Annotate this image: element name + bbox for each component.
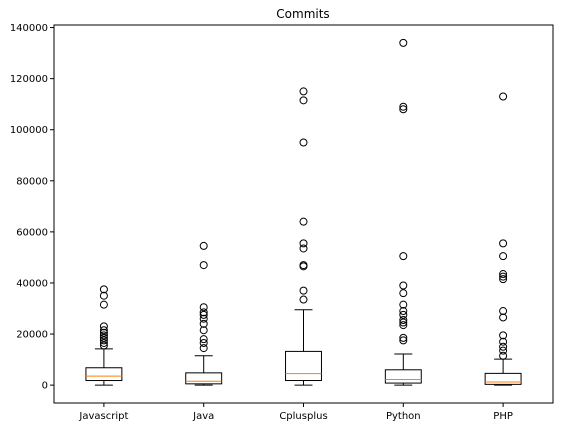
outlier-point [399, 310, 408, 319]
x-tick-label: Javascript [78, 411, 128, 422]
outlier-point [499, 92, 508, 101]
outlier-point [399, 252, 408, 261]
outlier-point [399, 315, 408, 324]
outlier-point [399, 333, 408, 342]
iqr-box [384, 369, 422, 384]
y-tick-label: 40000 [16, 278, 48, 289]
outlier-point [399, 105, 408, 114]
iqr-box [484, 372, 522, 385]
outlier-point [399, 38, 408, 47]
outlier-point [299, 87, 308, 96]
iqr-box [85, 367, 123, 382]
box-php [484, 92, 522, 386]
y-tick-label: 100000 [10, 125, 48, 136]
outlier-point [199, 344, 208, 353]
outlier-point [99, 341, 108, 350]
outlier-point [399, 289, 408, 298]
y-axis: 0 20000 40000 60000 80000 100000 120000 140000 [10, 23, 54, 392]
box-cplusplus [285, 87, 322, 386]
outlier-point [299, 244, 308, 253]
outlier-point [99, 291, 108, 300]
outlier-point [399, 321, 408, 330]
outlier-point [99, 322, 108, 331]
outlier-point [499, 275, 508, 284]
x-tick-label: PHP [493, 411, 513, 422]
outlier-point [299, 286, 308, 295]
outlier-point [499, 337, 508, 346]
box-javascript [85, 285, 123, 386]
outlier-point [499, 272, 508, 281]
x-tick-label: Python [386, 411, 421, 422]
outlier-point [199, 314, 208, 323]
outlier-point [499, 252, 508, 261]
y-tick-label: 60000 [16, 227, 48, 238]
outlier-point [299, 239, 308, 248]
outlier-point [399, 336, 408, 345]
x-tick-label: Cplusplus [279, 411, 327, 422]
y-tick-label: 20000 [16, 330, 48, 341]
outlier-point [99, 333, 108, 342]
y-tick-label: 120000 [10, 74, 48, 85]
outlier-point [399, 281, 408, 290]
x-tick-label: Java [192, 411, 214, 422]
outlier-point [99, 331, 108, 340]
box-series [85, 38, 522, 386]
outlier-point [399, 300, 408, 309]
outlier-point [499, 313, 508, 322]
outlier-point [499, 346, 508, 355]
outlier-point [299, 96, 308, 105]
outlier-point [199, 310, 208, 319]
box-python [384, 38, 422, 386]
outlier-point [199, 303, 208, 312]
box-java [185, 241, 223, 386]
outlier-point [199, 326, 208, 335]
outlier-point [99, 300, 108, 309]
y-tick-label: 80000 [16, 176, 48, 187]
iqr-box [285, 350, 322, 382]
outlier-point [199, 241, 208, 250]
outlier-point [499, 331, 508, 340]
x-axis: Javascript Java Cplusplus Python PHP [78, 403, 513, 422]
outlier-point [499, 270, 508, 279]
outlier-point [99, 285, 108, 294]
outlier-point [199, 338, 208, 347]
outlier-point [99, 336, 108, 345]
outlier-point [299, 217, 308, 226]
chart-title: Commits [276, 7, 329, 21]
outlier-point [399, 102, 408, 111]
outlier-point [399, 307, 408, 316]
iqr-box [185, 372, 223, 385]
outlier-point [399, 318, 408, 327]
y-tick-label: 0 [42, 381, 48, 392]
outlier-point [99, 328, 108, 337]
outlier-point [199, 319, 208, 328]
outlier-point [199, 308, 208, 317]
y-tick-label: 140000 [10, 23, 48, 34]
outlier-point [499, 239, 508, 248]
outlier-point [99, 338, 108, 347]
outlier-point [499, 342, 508, 351]
outlier-point [299, 295, 308, 304]
outlier-point [299, 261, 308, 270]
outlier-point [199, 261, 208, 270]
outlier-point [99, 326, 108, 335]
outlier-point [499, 307, 508, 316]
outlier-point [299, 138, 308, 147]
outlier-point [199, 335, 208, 344]
outlier-point [499, 351, 508, 360]
